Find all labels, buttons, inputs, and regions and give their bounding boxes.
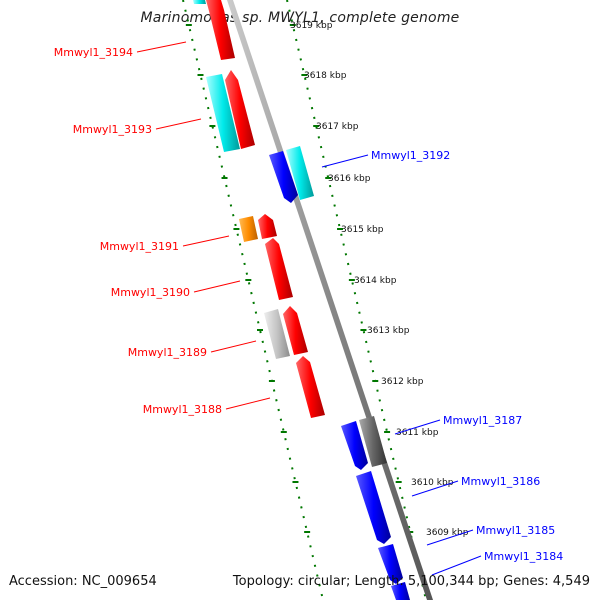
orange-feature-3191[interactable]	[239, 216, 258, 242]
gene-mmwyl1-3184-partial[interactable]	[391, 582, 410, 600]
gene-label[interactable]: Mmwyl1_3184	[484, 550, 563, 563]
gene-label-leader	[411, 480, 459, 497]
gene-label[interactable]: Mmwyl1_3187	[443, 414, 522, 427]
gene-label-leader	[225, 397, 271, 410]
cyan-feature-3193[interactable]	[206, 74, 240, 152]
topology-text: Topology: circular; Length: 5,100,344 bp…	[232, 574, 590, 589]
gene-mmwyl1-3190-arrow[interactable]	[265, 238, 293, 300]
gene-mmwyl1-3194-arrow[interactable]	[206, 0, 235, 60]
kbp-tick-label: 3613 kbp	[367, 326, 410, 336]
gene-label-leader	[431, 555, 482, 576]
gene-label[interactable]: Mmwyl1_3191	[100, 240, 179, 253]
gene-label-leader	[136, 41, 187, 53]
kbp-tick-label: 3615 kbp	[341, 225, 384, 235]
kbp-tick-label: 3614 kbp	[354, 276, 397, 286]
outer-dotted-ring-left	[182, 0, 324, 600]
gene-label-leader	[426, 529, 474, 546]
kbp-tick-label: 3617 kbp	[316, 122, 359, 132]
gene-label-leader	[321, 154, 369, 168]
gene-label[interactable]: Mmwyl1_3188	[143, 403, 222, 416]
gene-label[interactable]: Mmwyl1_3192	[371, 149, 450, 162]
gene-label[interactable]: Mmwyl1_3185	[476, 524, 555, 537]
gene-mmwyl1-3191-arrow[interactable]	[258, 214, 277, 239]
genome-backbone	[227, 0, 433, 600]
gene-label[interactable]: Mmwyl1_3186	[461, 475, 540, 488]
gene-labels: Mmwyl1_3194 Mmwyl1_3193 Mmwyl1_3192 Mmwyl1_…	[54, 41, 563, 576]
kbp-tick-label: 3618 kbp	[304, 71, 347, 81]
gene-label[interactable]: Mmwyl1_3194	[54, 46, 133, 59]
kbp-tick-labels: 3619 kbp 3618 kbp 3617 kbp 3616 kbp 3615 kbp…	[290, 21, 469, 538]
gene-mmwyl1-3192-arrow[interactable]	[269, 151, 298, 203]
forward-strand-features	[193, 0, 325, 418]
accession-text: Accession: NC_009654	[9, 574, 157, 589]
gene-mmwyl1-3193-arrow[interactable]	[225, 70, 255, 149]
gene-label-leader	[394, 419, 441, 435]
cyan-feature-3192[interactable]	[286, 146, 314, 200]
gray-feature-3189[interactable]	[264, 309, 290, 359]
gene-label-leader	[193, 280, 241, 293]
gene-label-leader	[155, 118, 202, 130]
gene-mmwyl1-3188-arrow[interactable]	[296, 356, 325, 418]
kbp-tick-label: 3612 kbp	[381, 377, 424, 387]
kbp-tick-label: 3609 kbp	[426, 528, 469, 538]
gene-mmwyl1-3186-arrow[interactable]	[356, 471, 391, 544]
gene-label[interactable]: Mmwyl1_3190	[111, 286, 190, 299]
outer-dotted-ring-right	[286, 0, 427, 600]
gene-label-leader	[182, 235, 230, 247]
gene-mmwyl1-3185-arrow[interactable]	[378, 544, 403, 584]
kbp-tick-label: 3619 kbp	[290, 21, 333, 31]
gene-label-leader	[210, 340, 257, 353]
gene-label[interactable]: Mmwyl1_3193	[73, 123, 152, 136]
cyan-feature-top[interactable]	[193, 0, 206, 4]
gene-mmwyl1-3189-arrow[interactable]	[283, 306, 308, 355]
dark-feature-3187[interactable]	[359, 416, 387, 467]
reverse-strand-features	[269, 146, 410, 600]
kbp-tick-label: 3616 kbp	[328, 174, 371, 184]
kbp-tick-label: 3611 kbp	[396, 428, 439, 438]
gene-mmwyl1-3187-arrow[interactable]	[341, 421, 368, 470]
kbp-tick-label: 3610 kbp	[411, 478, 454, 488]
gene-label[interactable]: Mmwyl1_3189	[128, 346, 207, 359]
